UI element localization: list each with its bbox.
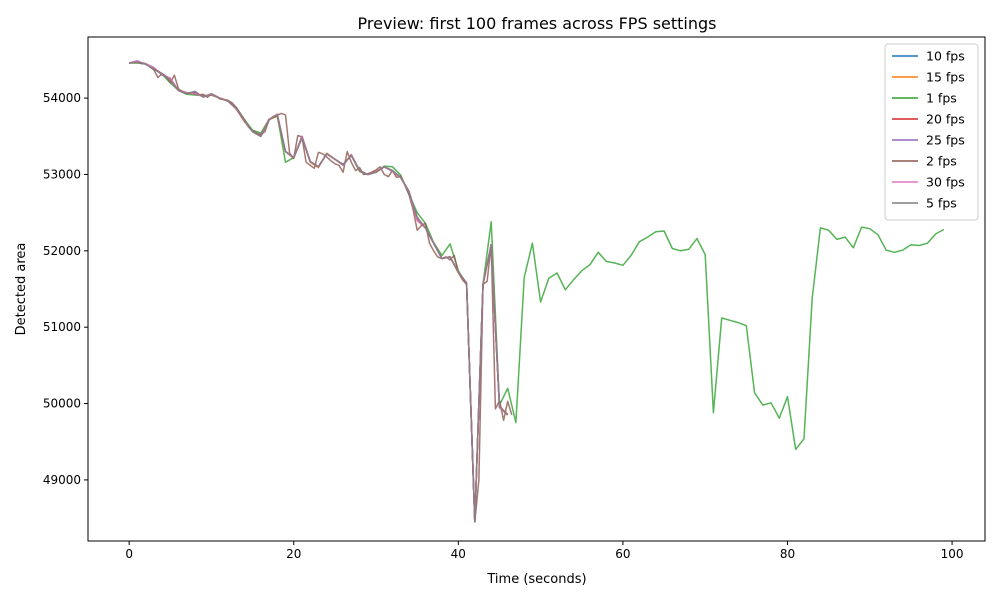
legend-label: 2 fps: [926, 154, 957, 169]
legend-label: 15 fps: [926, 70, 965, 85]
y-axis-label: Detected area: [14, 243, 29, 336]
series-layer: [128, 59, 945, 523]
legend: 10 fps 15 fps 1 fps 20 fps 25 fps 2 fps 30 fps…: [884, 43, 979, 221]
y-tick-label: 49000: [43, 473, 81, 487]
x-tick-label: 60: [615, 547, 630, 561]
chart-title: Preview: first 100 frames across FPS set…: [358, 14, 717, 33]
x-tick-label: 40: [451, 547, 466, 561]
x-axis-label: Time (seconds): [486, 572, 586, 587]
legend-label: 20 fps: [926, 112, 965, 127]
y-tick-label: 51000: [43, 320, 81, 334]
x-tick-label: 80: [780, 547, 795, 561]
x-axis-ticks: 0 20 40 60 80 100: [125, 541, 964, 561]
y-axis-ticks: 49000 50000 51000 52000 53000 54000: [43, 91, 88, 487]
plot-frame: [87, 36, 986, 542]
y-tick-label: 54000: [43, 91, 81, 105]
x-tick-label: 20: [286, 547, 301, 561]
legend-label: 5 fps: [926, 196, 957, 211]
y-tick-label: 50000: [43, 397, 81, 411]
legend-label: 30 fps: [926, 175, 965, 190]
y-tick-label: 53000: [43, 167, 81, 181]
legend-label: 10 fps: [926, 49, 965, 64]
series-line-7: [129, 61, 509, 523]
x-tick-label: 100: [941, 547, 964, 561]
legend-frame: [884, 43, 979, 221]
x-tick-label: 0: [125, 547, 133, 561]
y-tick-label: 52000: [43, 244, 81, 258]
legend-label: 1 fps: [926, 91, 957, 106]
legend-label: 25 fps: [926, 133, 965, 148]
